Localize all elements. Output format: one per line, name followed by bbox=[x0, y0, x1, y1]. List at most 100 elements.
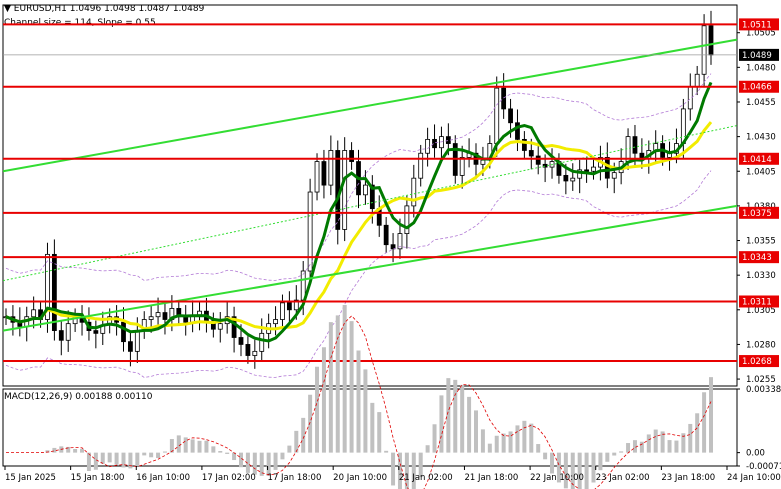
candle-body bbox=[501, 87, 507, 110]
lower-band-line bbox=[5, 170, 712, 378]
price-tick-label: 1.0355 bbox=[746, 237, 776, 247]
candles-group bbox=[3, 10, 714, 369]
candle-body bbox=[155, 312, 161, 318]
candle-body bbox=[314, 161, 320, 193]
candle-body bbox=[445, 136, 451, 144]
chart-header-symbol: ▼ EURUSD,H1 1.0496 1.0498 1.0487 1.0489 bbox=[4, 4, 205, 14]
candle-body bbox=[293, 299, 299, 311]
candle-body bbox=[65, 323, 71, 341]
macd-header: MACD(12,26,9) 0.00188 0.00110 bbox=[4, 392, 153, 402]
level-label-box bbox=[739, 206, 779, 219]
channel-line-middle bbox=[2, 125, 738, 282]
macd-tick-label: -0.00071 bbox=[746, 462, 781, 472]
candle-body bbox=[93, 330, 99, 334]
candle-body bbox=[708, 25, 714, 56]
candle-body bbox=[521, 138, 527, 151]
candle-body bbox=[432, 138, 437, 149]
level-label: 1.0466 bbox=[742, 83, 772, 93]
candle-body bbox=[280, 302, 285, 320]
candle-body bbox=[121, 321, 126, 343]
candle-body bbox=[217, 323, 223, 330]
candle-body bbox=[238, 337, 244, 345]
level-label-box bbox=[739, 355, 779, 368]
channel-line-upper bbox=[2, 38, 738, 173]
candle-body bbox=[51, 253, 57, 331]
candle-body bbox=[701, 25, 707, 75]
upper-band-line bbox=[5, 73, 712, 281]
candle-body bbox=[528, 150, 534, 157]
level-label: 1.0343 bbox=[742, 253, 772, 263]
candle-body bbox=[611, 172, 617, 179]
x-tick-label: 17 Jan 18:00 bbox=[268, 473, 322, 483]
fast-ma-line bbox=[5, 81, 713, 343]
candle-body bbox=[31, 309, 37, 318]
current-price-box bbox=[739, 48, 779, 61]
level-label-box bbox=[739, 295, 779, 308]
level-label: 1.0375 bbox=[742, 209, 772, 219]
price-tick-label: 1.0280 bbox=[746, 340, 776, 350]
candle-body bbox=[694, 73, 700, 88]
x-tick-label: 15 Jan 2025 bbox=[5, 473, 56, 483]
level-label-box bbox=[739, 152, 779, 165]
candle-body bbox=[390, 244, 396, 250]
candle-body bbox=[307, 191, 313, 272]
candle-body bbox=[273, 319, 278, 325]
candle-body bbox=[383, 224, 389, 246]
x-tick-label: 17 Jan 02:00 bbox=[202, 473, 256, 483]
candle-body bbox=[515, 122, 520, 140]
candle-body bbox=[604, 156, 610, 179]
candle-body bbox=[45, 253, 50, 320]
candle-body bbox=[286, 302, 292, 311]
macd-tick-label: 0.00 bbox=[746, 449, 765, 459]
candle-body bbox=[480, 159, 486, 165]
price-panel-frame bbox=[2, 4, 738, 387]
macd-group bbox=[45, 305, 713, 489]
level-label: 1.0311 bbox=[742, 297, 772, 307]
price-tick-label: 1.0455 bbox=[746, 98, 776, 108]
level-label-box bbox=[739, 251, 779, 264]
candle-body bbox=[411, 177, 417, 207]
candle-body bbox=[563, 175, 569, 182]
channel-line-lower bbox=[2, 204, 738, 332]
candle-body bbox=[363, 184, 368, 196]
price-tick-label: 1.0505 bbox=[746, 29, 776, 39]
candle-body bbox=[591, 166, 596, 172]
candle-body bbox=[328, 150, 334, 186]
collapse-triangle-icon[interactable]: ▼ bbox=[4, 4, 11, 14]
candle-body bbox=[321, 161, 327, 186]
price-tick-label: 1.0330 bbox=[746, 271, 776, 281]
x-tick-label: 21 Jan 02:00 bbox=[399, 473, 453, 483]
candle-body bbox=[252, 350, 258, 356]
candle-body bbox=[349, 150, 354, 162]
macd-signal-line bbox=[6, 315, 712, 489]
level-label: 1.0414 bbox=[742, 155, 772, 165]
candle-body bbox=[508, 108, 513, 124]
candle-body bbox=[404, 205, 410, 235]
price-tick-label: 1.0305 bbox=[746, 306, 776, 316]
macd-tick-label: 0.00338 bbox=[746, 385, 781, 395]
level-label-box bbox=[739, 18, 779, 31]
price-tick-label: 1.0255 bbox=[746, 375, 776, 385]
x-tick-label: 15 Jan 18:00 bbox=[71, 473, 125, 483]
candle-body bbox=[162, 312, 168, 320]
level-label: 1.0511 bbox=[742, 20, 772, 30]
level-label: 1.0268 bbox=[742, 357, 772, 367]
x-tick-label: 23 Jan 18:00 bbox=[661, 473, 715, 483]
x-tick-label: 21 Jan 18:00 bbox=[464, 473, 518, 483]
candle-body bbox=[632, 136, 638, 154]
candle-body bbox=[425, 138, 431, 154]
candle-body bbox=[418, 152, 424, 179]
price-tick-label: 1.0480 bbox=[746, 63, 776, 73]
price-tick-label: 1.0405 bbox=[746, 167, 776, 177]
chart-header-channel: Channel size = 114, Slope = 0.55 bbox=[4, 18, 156, 28]
x-tick-label: 16 Jan 10:00 bbox=[136, 473, 190, 483]
level-label-box bbox=[739, 80, 779, 93]
candle-body bbox=[459, 156, 465, 176]
candle-body bbox=[570, 177, 576, 182]
candle-body bbox=[369, 184, 375, 210]
x-tick-label: 23 Jan 02:00 bbox=[596, 473, 650, 483]
candle-body bbox=[210, 320, 216, 330]
candle-body bbox=[128, 341, 133, 352]
x-tick-label: 24 Jan 10:00 bbox=[727, 473, 781, 483]
